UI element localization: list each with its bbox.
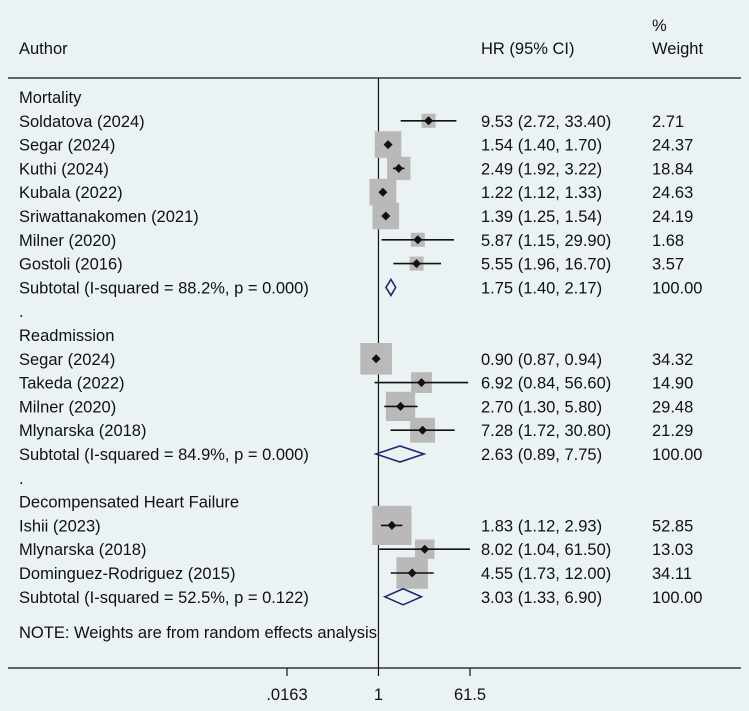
study-ci: 4.55 (1.73, 12.00) (481, 565, 611, 583)
study-weight: 24.19 (652, 208, 693, 226)
pooled-diamond (382, 587, 424, 606)
axis-tick-label: 61.5 (454, 686, 486, 704)
study-weight: 24.63 (652, 184, 693, 202)
point-estimate (407, 568, 417, 578)
subtotal-ci: 1.75 (1.40, 2.17) (481, 279, 602, 297)
study-label: Kubala (2022) (19, 184, 123, 202)
header-weight-percent: % (652, 17, 667, 35)
study-weight: 1.68 (652, 232, 684, 250)
axis-tick-label: 1 (374, 686, 383, 704)
subtotal-weight: 100.00 (652, 446, 702, 464)
rows-layer: Mortality Soldatova (2024) 9.53 (2.72, 33.… (19, 89, 702, 607)
study-label: Soldatova (2024) (19, 113, 145, 131)
study-label: Sriwattanakomen (2021) (19, 208, 199, 226)
point-estimate (383, 140, 393, 150)
study-weight: 13.03 (652, 541, 693, 559)
point-estimate (371, 354, 381, 364)
study-weight: 21.29 (652, 422, 693, 440)
study-label: Gostoli (2016) (19, 256, 123, 274)
study-ci: 8.02 (1.04, 61.50) (481, 541, 611, 559)
point-estimate (381, 211, 391, 221)
study-label: Mlynarska (2018) (19, 422, 146, 440)
point-estimate (394, 163, 404, 173)
footnote: NOTE: Weights are from random effects an… (19, 624, 377, 642)
ticks-layer: .0163 1 61.5 (266, 668, 486, 704)
point-estimate (387, 520, 397, 530)
study-ci: 6.92 (0.84, 56.60) (481, 375, 611, 393)
point-estimate (420, 544, 430, 554)
study-ci: 5.87 (1.15, 29.90) (481, 232, 611, 250)
point-estimate (416, 378, 426, 388)
point-estimate (412, 259, 422, 269)
study-weight: 2.71 (652, 113, 684, 131)
study-label: Milner (2020) (19, 232, 116, 250)
subtotal-label: Subtotal (I-squared = 84.9%, p = 0.000) (19, 446, 309, 464)
pooled-diamond (373, 445, 427, 463)
subtotal-weight: 100.00 (652, 279, 702, 297)
study-ci: 1.39 (1.25, 1.54) (481, 208, 602, 226)
study-weight: 34.11 (652, 565, 692, 583)
study-ci: 1.54 (1.40, 1.70) (481, 137, 602, 155)
point-estimate (418, 425, 428, 435)
study-label: Takeda (2022) (19, 375, 125, 393)
group-spacer: . (19, 470, 24, 488)
study-ci: 0.90 (0.87, 0.94) (481, 351, 602, 369)
axis-tick-label: .0163 (266, 686, 307, 704)
group-spacer: . (19, 303, 24, 321)
point-estimate (378, 187, 388, 197)
point-estimate (413, 235, 423, 245)
study-ci: 9.53 (2.72, 33.40) (481, 113, 611, 131)
study-label: Ishii (2023) (19, 517, 101, 535)
study-label: Segar (2024) (19, 137, 115, 155)
study-weight: 34.32 (652, 351, 693, 369)
study-label: Mlynarska (2018) (19, 541, 146, 559)
group-label: Decompensated Heart Failure (19, 494, 239, 512)
header-weight: Weight (652, 40, 703, 58)
study-ci: 1.22 (1.12, 1.33) (481, 184, 602, 202)
study-ci: 5.55 (1.96, 16.70) (481, 256, 611, 274)
pooled-diamond (385, 277, 397, 297)
study-label: Dominguez-Rodriguez (2015) (19, 565, 235, 583)
group-label: Readmission (19, 327, 114, 345)
header-ci: HR (95% CI) (481, 40, 575, 58)
study-label: Kuthi (2024) (19, 160, 109, 178)
subtotal-label: Subtotal (I-squared = 52.5%, p = 0.122) (19, 589, 309, 607)
study-ci: 2.49 (1.92, 3.22) (481, 160, 602, 178)
subtotal-ci: 3.03 (1.33, 6.90) (481, 589, 602, 607)
study-weight: 14.90 (652, 375, 693, 393)
study-label: Segar (2024) (19, 351, 115, 369)
study-weight: 52.85 (652, 517, 693, 535)
group-label: Mortality (19, 89, 82, 107)
subtotal-label: Subtotal (I-squared = 88.2%, p = 0.000) (19, 279, 309, 297)
study-ci: 2.70 (1.30, 5.80) (481, 398, 602, 416)
study-label: Milner (2020) (19, 398, 116, 416)
study-ci: 1.83 (1.12, 2.93) (481, 517, 602, 535)
study-weight: 24.37 (652, 137, 693, 155)
header-author: Author (19, 40, 68, 58)
subtotal-ci: 2.63 (0.89, 7.75) (481, 446, 602, 464)
subtotal-weight: 100.00 (652, 589, 702, 607)
study-weight: 18.84 (652, 160, 693, 178)
study-ci: 7.28 (1.72, 30.80) (481, 422, 611, 440)
point-estimate (396, 401, 406, 411)
point-estimate (424, 116, 434, 126)
study-weight: 3.57 (652, 256, 684, 274)
study-weight: 29.48 (652, 398, 693, 416)
